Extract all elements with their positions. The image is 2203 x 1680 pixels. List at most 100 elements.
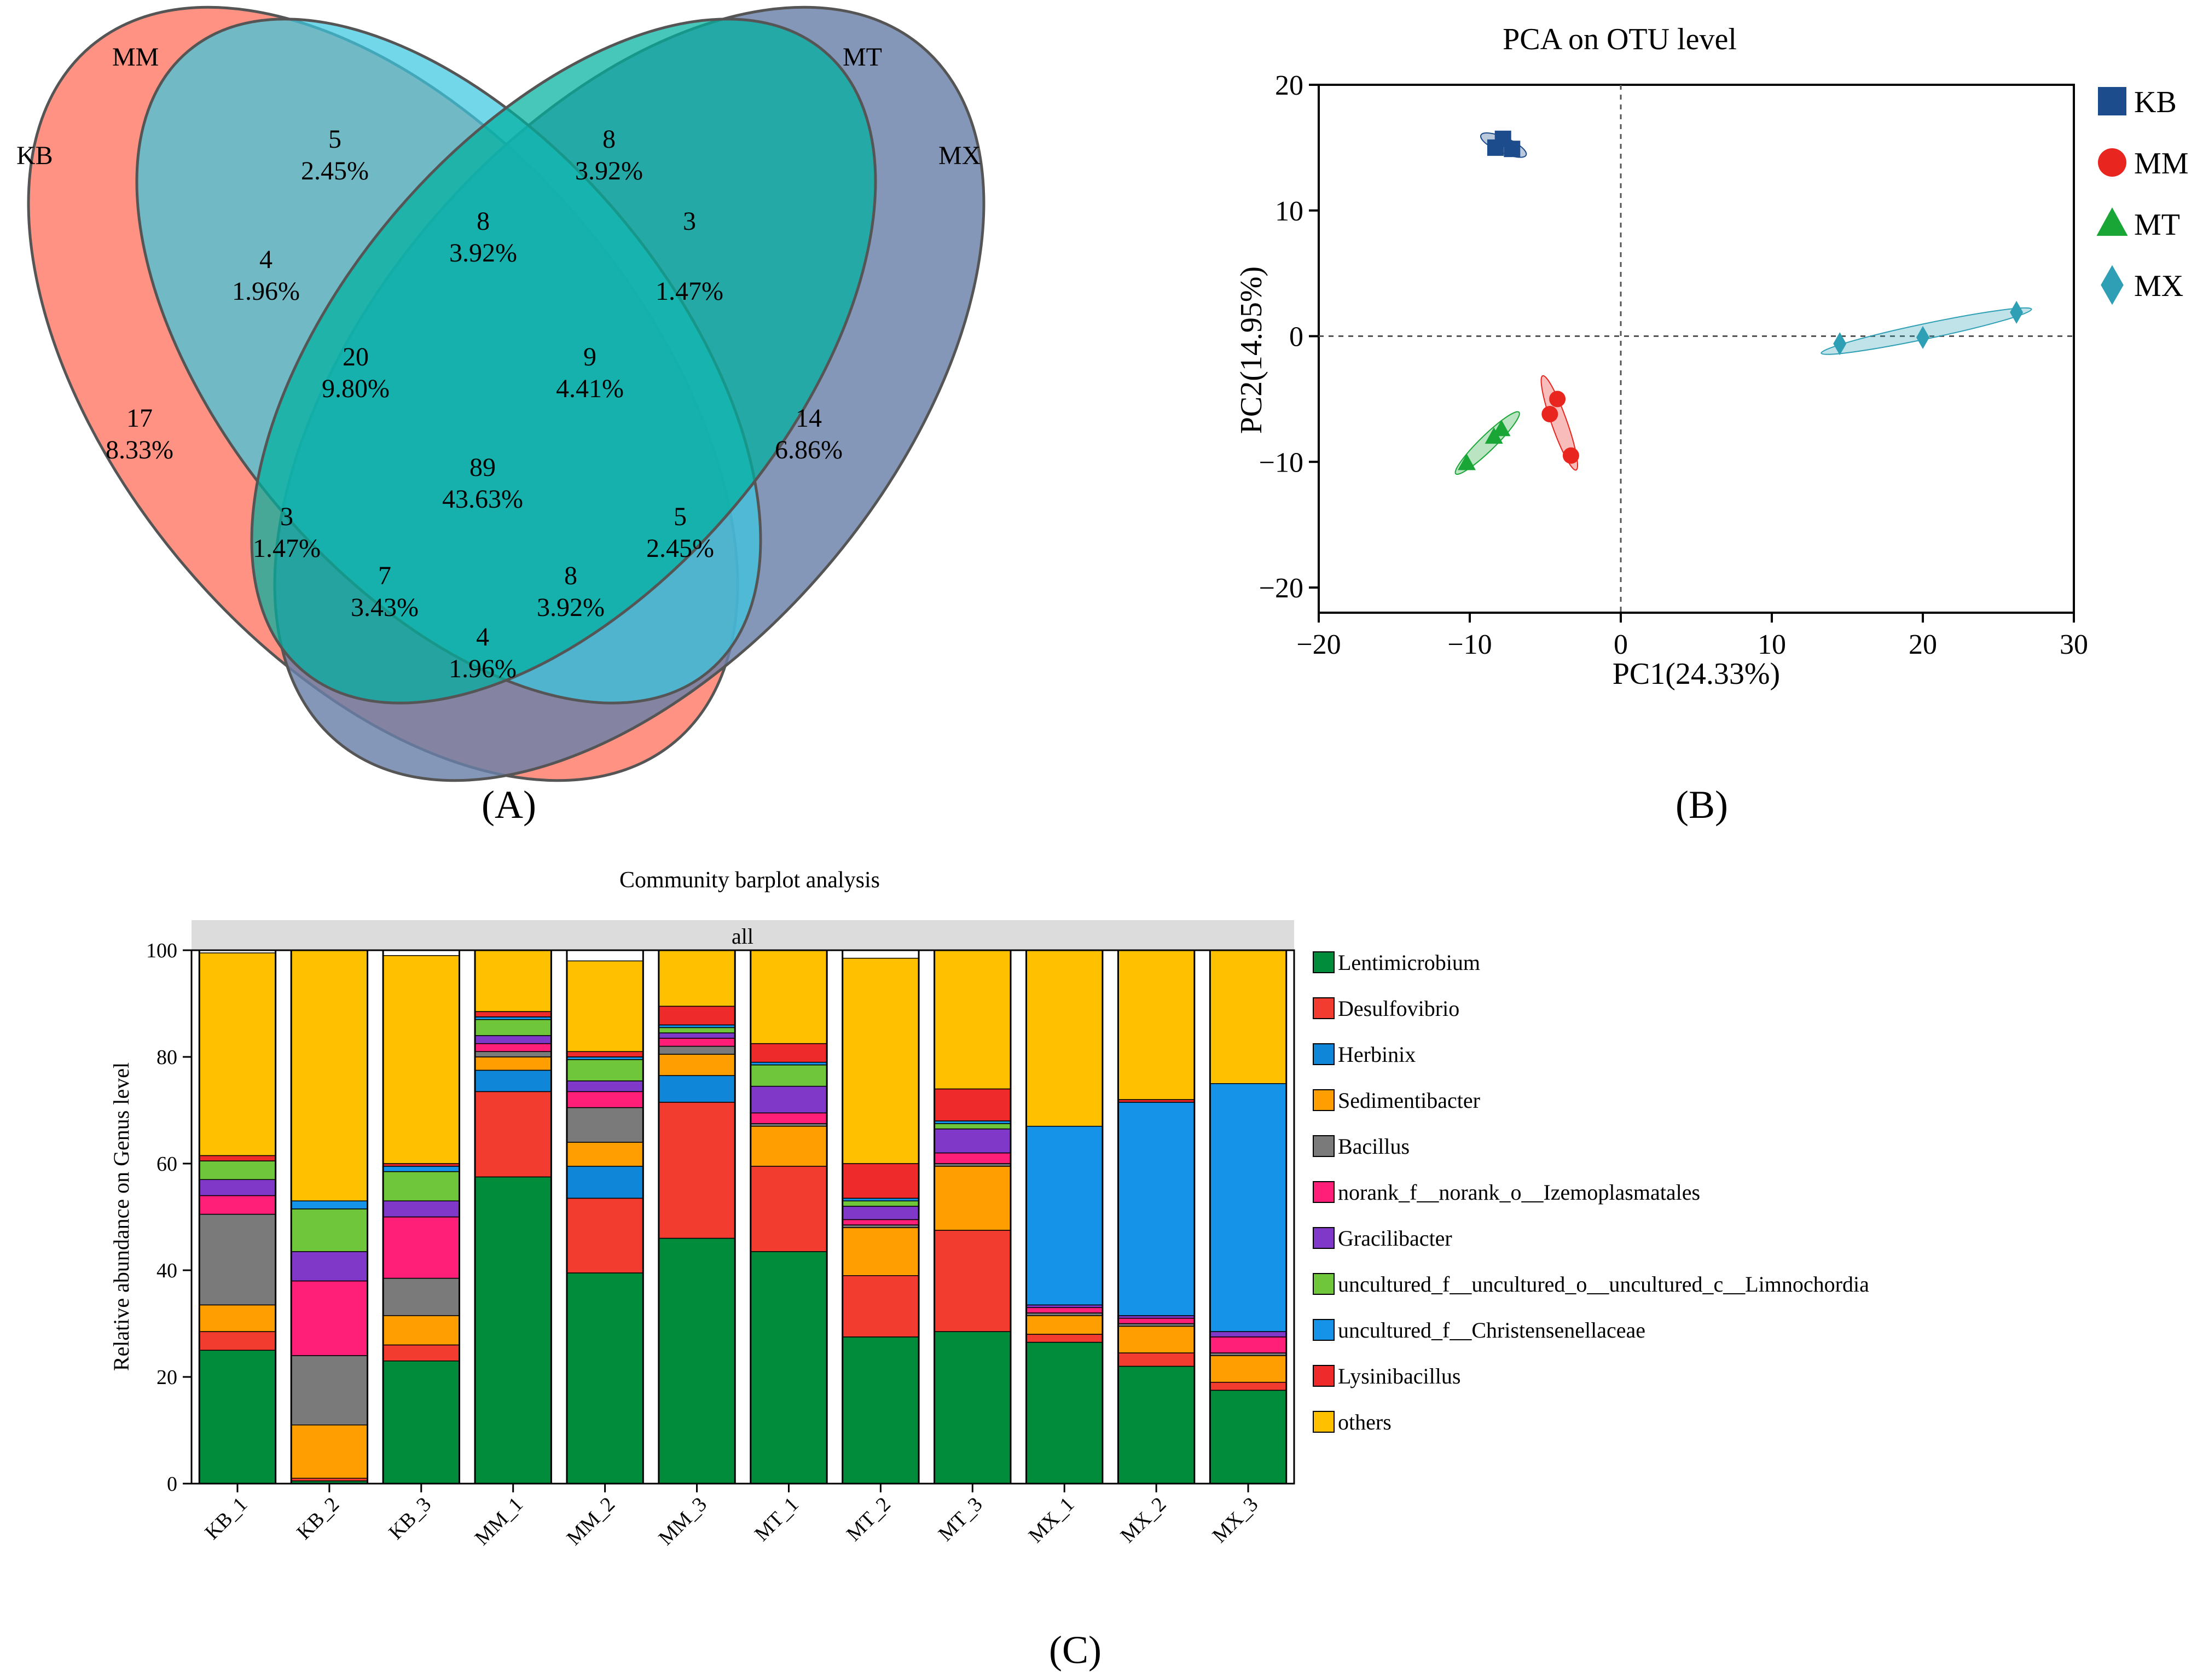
pca-xlabel: PC1(24.33%) [1613, 657, 1780, 691]
bar-segment [842, 1336, 919, 1484]
pca-point-mx [1833, 332, 1847, 356]
bar-segment [750, 1112, 827, 1124]
bar-segment [1117, 1326, 1195, 1353]
svg-text:9.80%: 9.80% [322, 374, 390, 403]
bar-segment [1209, 1336, 1287, 1353]
bar-legend-swatch [1313, 1043, 1335, 1065]
pca-xtick-label: −20 [1296, 629, 1341, 660]
svg-text:3.92%: 3.92% [449, 239, 517, 268]
svg-text:3: 3 [683, 207, 696, 236]
bar-segment [474, 1019, 552, 1036]
bar-legend-swatch [1313, 1365, 1335, 1387]
bar-segment [566, 1091, 644, 1108]
bar-xtick-label: KB_1 [200, 1493, 252, 1544]
bar-ytick-label: 60 [156, 1153, 177, 1176]
bar-segment [199, 1195, 276, 1215]
bar-xtick-label: MX_3 [1208, 1493, 1263, 1548]
pca-xtick-label: 10 [1758, 629, 1786, 660]
bar-xtick-label: MT_1 [750, 1493, 803, 1546]
bar-segment [1209, 1390, 1287, 1484]
venn-label-mm: MM [112, 43, 159, 72]
bar-outline [474, 949, 552, 1485]
bar-segment [1209, 1355, 1287, 1383]
bar-segment [199, 1155, 276, 1161]
pca-chart: PCA on OTU level −20 −10 0 10 20 30 −20 −10 0 10 2… [1234, 22, 2189, 691]
bar-segment [474, 1051, 552, 1057]
bar-segment [1209, 1083, 1287, 1332]
bar-segment [1117, 1365, 1195, 1484]
panel-label-b: (B) [1676, 783, 1728, 827]
bar-outline [1209, 949, 1288, 1485]
venn-set-mt [250, 18, 877, 705]
bar-ylabel: Relative abundance on Genus level [109, 1062, 134, 1371]
bar-segment [842, 1219, 919, 1225]
bar-segment [199, 1331, 276, 1351]
bar-ytick-label: 0 [167, 1473, 177, 1496]
bar-segment [658, 1027, 735, 1033]
bar-segment [199, 952, 276, 1156]
bar-segment [1209, 950, 1287, 1084]
bar-segment [566, 1272, 644, 1484]
bar-plot-frame [190, 949, 1295, 1485]
pca-ytick-label: 10 [1275, 196, 1303, 227]
bar-segment [566, 1059, 644, 1082]
venn-label-mx: MX [938, 141, 981, 170]
bar-segment [658, 1054, 735, 1076]
svg-text:7: 7 [378, 561, 391, 590]
bar-segment [474, 1056, 552, 1071]
bar-segment [1117, 1352, 1195, 1367]
bar-legend-swatch [1313, 1411, 1335, 1433]
pca-point-mt [1457, 454, 1476, 470]
bar-legend-label: Gracilibacter [1338, 1226, 1452, 1251]
bar-segment [1025, 1307, 1103, 1313]
bar-legend-label: Desulfovibrio [1338, 996, 1459, 1021]
pca-ylabel: PC2(14.95%) [1234, 266, 1268, 434]
bar-xtick-label: MX_2 [1116, 1493, 1171, 1548]
pca-point-mm [1549, 391, 1566, 408]
bar-legend-label: Bacillus [1338, 1134, 1410, 1159]
bar-segment [474, 1035, 552, 1044]
svg-text:2.45%: 2.45% [301, 156, 369, 185]
bar-xtick-label: MM_1 [471, 1493, 527, 1550]
bar-segment [474, 950, 552, 1012]
venn-region-mm: 52.45% [301, 125, 369, 185]
bar-legend-swatch [1313, 1135, 1335, 1157]
bar-segment [382, 1216, 460, 1279]
bar-legend-label: uncultured_f__Christensenellaceae [1338, 1318, 1645, 1342]
bar-segment [658, 1075, 735, 1103]
bar-segment [199, 1304, 276, 1332]
svg-text:17: 17 [126, 404, 153, 433]
svg-text:8: 8 [602, 125, 616, 154]
pca-ytick-label: −10 [1259, 447, 1303, 478]
svg-text:4.41%: 4.41% [556, 374, 624, 403]
bar-legend: Lentimicrobium Desulfovibrio Herbinix Sedim… [1313, 950, 1869, 1434]
bar-segment [1117, 950, 1195, 1100]
bar-segment [934, 950, 1011, 1090]
bar-segment [382, 1171, 460, 1201]
bar-legend-label: Lentimicrobium [1338, 950, 1480, 975]
bar-segment [842, 1227, 919, 1276]
pca-legend-marker-mx [2101, 265, 2124, 305]
bar-segment [750, 1126, 827, 1167]
bar-segment [842, 1200, 919, 1207]
bar-segment [291, 1355, 368, 1426]
bar-segment [474, 1069, 552, 1092]
svg-text:6.86%: 6.86% [775, 435, 843, 464]
bar-outline [1117, 949, 1196, 1485]
bar-segment [199, 1160, 276, 1180]
venn-region-kb-mx: 41.96% [449, 623, 517, 683]
bar-segment [1025, 1334, 1103, 1343]
facet-strip-label: all [732, 924, 753, 949]
pca-legend-label-mt: MT [2134, 208, 2180, 242]
bar-segment [658, 1045, 735, 1055]
bar-segment [474, 1043, 552, 1052]
svg-text:89: 89 [469, 453, 496, 482]
bar-segment [934, 1331, 1011, 1484]
bar-segment [566, 1166, 644, 1199]
bar-ytick-label: 20 [156, 1366, 177, 1389]
community-barplot: Community barplot analysis all 0 20 40 60 80… [109, 868, 1869, 1550]
pca-ytick-label: −20 [1259, 573, 1303, 604]
pca-point-mx [1916, 325, 1929, 349]
bar-xtick-label: MX_1 [1024, 1493, 1079, 1548]
svg-text:1.96%: 1.96% [449, 654, 517, 683]
